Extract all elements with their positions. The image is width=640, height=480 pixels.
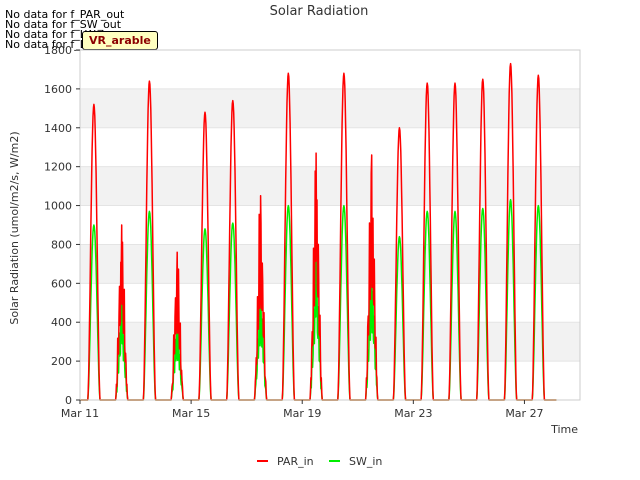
x-tick-label: Mar 11 (61, 407, 99, 420)
grid-band (80, 166, 580, 206)
x-tick-label: Mar 19 (283, 407, 321, 420)
no-data-note-1: No data for f_PAR_out (5, 8, 125, 21)
x-tick-label: Mar 23 (394, 407, 432, 420)
site-badge: VR_arable (82, 31, 158, 50)
series-lines (80, 62, 557, 401)
y-tick-label: 0 (65, 394, 72, 407)
plot-frame (79, 49, 581, 401)
legend: PAR_in SW_in (257, 455, 382, 468)
x-tick-label: Mar 15 (172, 407, 210, 420)
y-tick-label: 800 (51, 238, 72, 251)
series-line-par-in (80, 62, 557, 401)
no-data-note-3: No data for f_LW_in (5, 28, 112, 41)
no-data-note-4: No data for f_LW_out (5, 38, 120, 51)
y-tick-label: 1800 (44, 44, 72, 57)
y-tick-label: 1200 (44, 161, 72, 174)
y-tick-label: 200 (51, 355, 72, 368)
chart-title: Solar Radiation (270, 4, 369, 19)
grid-band (80, 88, 580, 128)
grid-band (80, 244, 580, 284)
no-data-note-2: No data for f_SW_out (5, 18, 122, 31)
grid-band (80, 322, 580, 362)
legend-label: PAR_in (277, 455, 314, 468)
y-tick-label: 1600 (44, 83, 72, 96)
y-tick-label: 1400 (44, 122, 72, 135)
y-axis-label: Solar Radiation (umol/m2/s, W/m2) (8, 131, 21, 324)
y-tick-label: 400 (51, 316, 72, 329)
x-tick-label: Mar 27 (505, 407, 543, 420)
y-tick-label: 600 (51, 277, 72, 290)
x-axis: Mar 11 Mar 15 Mar 19 Mar 23 Mar 27 (61, 400, 544, 420)
y-tick-label: 1000 (44, 200, 72, 213)
grid-bands (80, 50, 580, 401)
legend-label: SW_in (349, 455, 382, 468)
y-axis: 0 200 400 600 800 1000 1200 1400 1600 1800 (44, 44, 80, 407)
x-axis-label: Time (550, 423, 578, 436)
